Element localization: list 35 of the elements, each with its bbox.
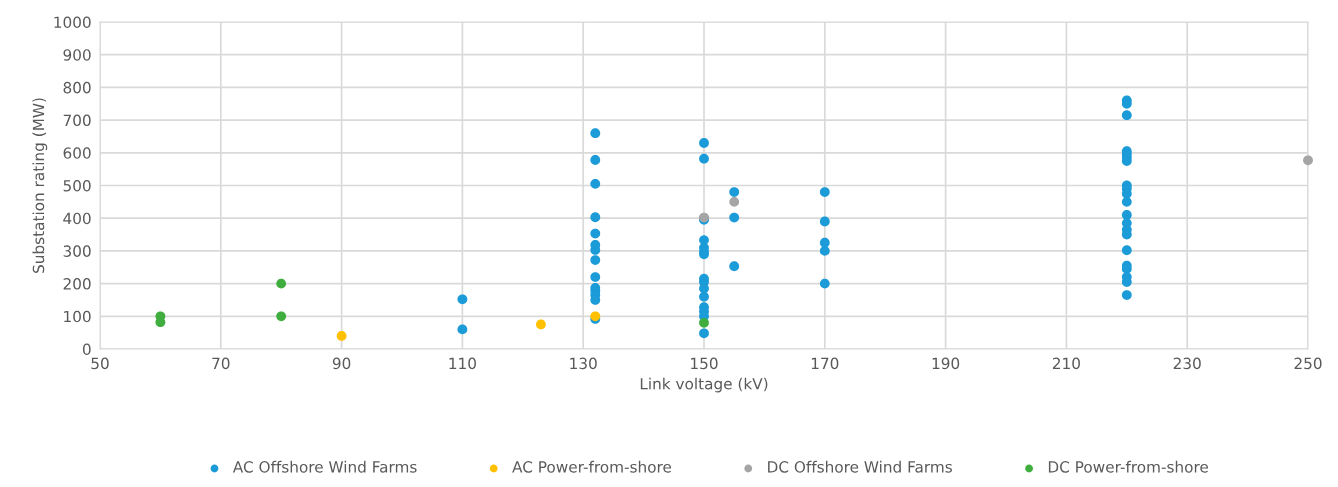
y-tick-label: 500 xyxy=(63,179,91,192)
x-axis-title: Link voltage (kV) xyxy=(640,377,768,393)
point xyxy=(276,311,287,322)
x-tick-label: 210 xyxy=(1052,357,1080,370)
legend-label: DC Offshore Wind Farms xyxy=(768,460,952,473)
x-tick-label: 250 xyxy=(1294,357,1322,370)
y-tick-label: 700 xyxy=(63,114,91,127)
x-tick-label: 170 xyxy=(811,357,839,370)
x-tick-label: 130 xyxy=(570,357,597,370)
y-tick-label: 400 xyxy=(63,212,91,225)
point xyxy=(699,317,709,328)
x-tick-label: 90 xyxy=(332,357,351,370)
y-tick-label: 900 xyxy=(63,49,91,61)
legend-label: AC Power-from-shore xyxy=(512,460,672,473)
legend-label: DC Power-from-shore xyxy=(1048,460,1208,473)
x-tick-label: 110 xyxy=(449,357,476,370)
y-tick-label: 300 xyxy=(63,245,91,257)
y-axis-title: Substation rating (MW) xyxy=(32,98,48,273)
x-tick-label: 190 xyxy=(932,357,960,370)
point xyxy=(1303,155,1313,166)
x-tick-label: 50 xyxy=(91,357,109,370)
y-tick-label: 1000 xyxy=(54,16,91,29)
x-tick-label: 230 xyxy=(1173,357,1201,370)
point xyxy=(536,319,546,330)
legend-label: AC Offshore Wind Farms xyxy=(232,460,417,473)
point xyxy=(336,331,347,341)
point xyxy=(729,196,740,207)
y-tick-label: 0 xyxy=(82,343,91,356)
x-tick-label: 150 xyxy=(691,357,718,370)
y-tick-label: 200 xyxy=(63,278,91,290)
y-tick-label: 800 xyxy=(63,81,91,94)
y-tick-label: 600 xyxy=(63,147,91,159)
x-tick-label: 70 xyxy=(212,357,230,370)
y-tick-label: 100 xyxy=(64,310,91,323)
point xyxy=(276,278,287,289)
